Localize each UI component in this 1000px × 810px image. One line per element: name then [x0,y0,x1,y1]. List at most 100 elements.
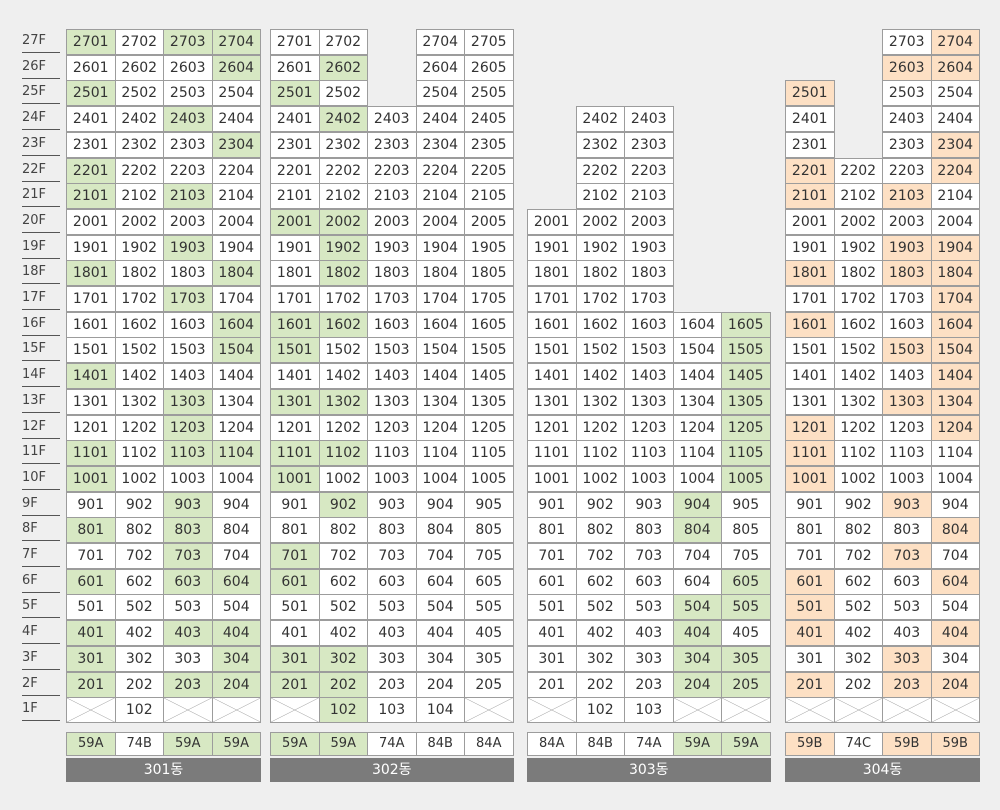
floor-label: 14F [22,363,60,388]
unit-cell: 2505 [464,80,514,107]
unit-cell: 2601 [66,54,116,81]
unit-cell: 2202 [318,157,368,184]
unit-cell: 701 [527,543,577,569]
unit-cell: 603 [367,568,417,595]
unit-cell: 1204 [672,414,722,441]
unit-cell: 1804 [211,260,261,287]
unavailable-unit-cell [721,697,771,724]
floor-label: 16F [22,312,60,336]
unit-cell: 1904 [930,234,980,261]
unit-cell: 2003 [163,208,213,235]
unit-cell: 902 [114,491,164,518]
unit-cell: 1802 [318,260,368,287]
unit-cell: 1104 [672,440,722,467]
unit-cell: 1704 [211,286,261,312]
unit-cell: 602 [833,568,883,595]
unit-cell: 803 [163,517,213,544]
unit-cell: 401 [785,620,835,647]
unit-cell: 1105 [464,440,514,467]
unit-cell: 2703 [882,29,932,55]
unit-cell: 102 [114,697,164,724]
unit-cell: 1501 [527,337,577,364]
unit-cell: 404 [211,620,261,647]
unit-cell: 1502 [833,337,883,364]
unit-cell: 1204 [211,414,261,441]
unit-cell: 2603 [882,54,932,81]
unit-cell: 1304 [672,388,722,415]
unit-cell: 1603 [367,311,417,338]
unit-cell: 1003 [367,465,417,492]
unit-cell: 402 [318,620,368,647]
unit-cell: 1602 [114,311,164,338]
unit-cell: 2001 [785,208,835,235]
unit-cell: 1201 [270,414,320,441]
unit-cell: 1904 [211,234,261,261]
unit-cell: 2302 [575,131,625,158]
unit-cell: 902 [833,491,883,518]
unit-cell: 1101 [66,440,116,467]
floor-label: 4F [22,620,60,645]
unit-cell: 701 [785,543,835,569]
unit-type-label: 84B [575,732,625,756]
unit-cell: 501 [270,594,320,621]
unit-cell: 103 [624,697,674,724]
unavailable-unit-cell [785,697,835,724]
floor-label: 9F [22,492,60,516]
unit-cell: 802 [833,517,883,544]
unit-cell: 1803 [163,260,213,287]
unit-cell: 2502 [114,80,164,107]
unit-cell: 603 [163,568,213,595]
unit-cell: 1204 [415,414,465,441]
unit-cell: 1303 [882,388,932,415]
unit-cell: 1404 [415,363,465,390]
unit-cell: 803 [882,517,932,544]
unit-cell: 503 [624,594,674,621]
unit-cell: 1704 [930,286,980,312]
unit-cell: 905 [464,491,514,518]
unit-cell: 2204 [930,157,980,184]
unit-cell: 901 [785,491,835,518]
unit-cell: 1202 [575,414,625,441]
unit-cell: 504 [211,594,261,621]
unit-cell: 2005 [464,208,514,235]
unit-cell: 201 [527,671,577,698]
unit-cell: 2301 [785,131,835,158]
unit-cell: 2104 [211,183,261,210]
unit-cell: 1302 [114,388,164,415]
unit-cell: 1602 [318,311,368,338]
unit-cell: 303 [367,645,417,672]
unit-cell: 1301 [785,388,835,415]
unit-cell: 1805 [464,260,514,287]
unit-cell: 1902 [114,234,164,261]
unit-cell: 903 [624,491,674,518]
unit-cell: 1601 [785,311,835,338]
unit-cell: 901 [527,491,577,518]
unit-cell: 2402 [575,106,625,133]
unit-cell: 2705 [464,29,514,55]
unit-cell: 2204 [415,157,465,184]
unit-cell: 302 [318,645,368,672]
unit-cell: 2305 [464,131,514,158]
unit-cell: 205 [721,671,771,698]
unit-cell: 301 [66,645,116,672]
floor-label: 23F [22,132,60,156]
unit-cell: 403 [624,620,674,647]
unit-cell: 1604 [930,311,980,338]
unit-type-label: 84B [415,732,465,756]
unit-type-label: 59A [318,732,368,756]
unit-cell: 601 [785,568,835,595]
unit-cell: 2605 [464,54,514,81]
unit-cell: 2303 [882,131,932,158]
unit-cell: 102 [318,697,368,724]
unit-cell: 1202 [833,414,883,441]
unit-cell: 1502 [114,337,164,364]
unit-cell: 205 [464,671,514,698]
unit-cell: 1202 [318,414,368,441]
unit-cell: 1203 [367,414,417,441]
unit-cell: 404 [415,620,465,647]
unit-cell: 1305 [721,388,771,415]
unit-cell: 103 [367,697,417,724]
unit-cell: 1502 [575,337,625,364]
unit-cell: 605 [464,568,514,595]
unit-type-label: 59B [930,732,980,756]
